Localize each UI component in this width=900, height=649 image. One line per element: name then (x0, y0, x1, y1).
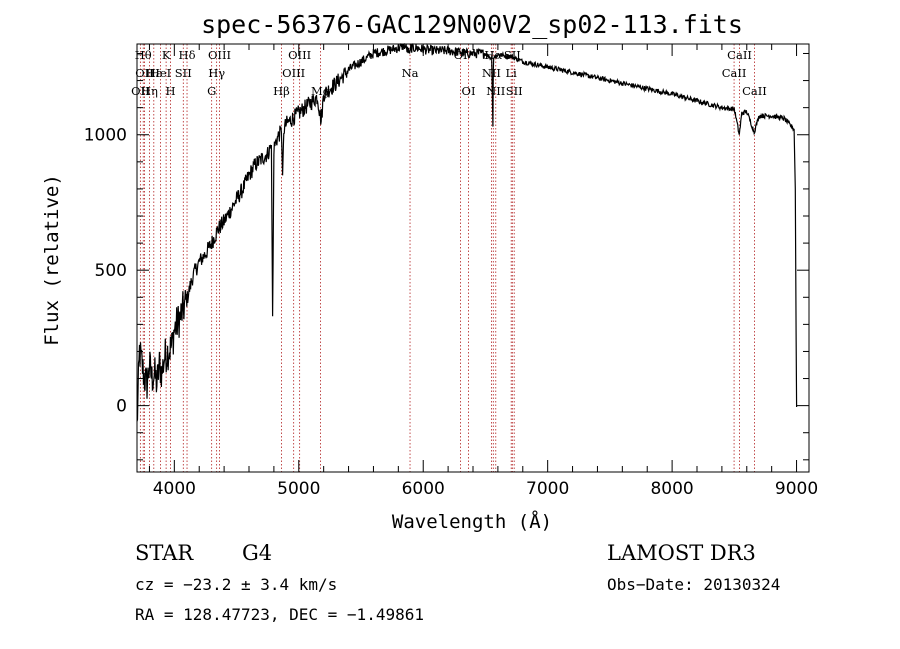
plot-frame (136, 43, 810, 473)
object-class: STAR (135, 541, 194, 565)
y-tick-label-2: 1000 (84, 126, 127, 146)
line-marker-label-4: Hε (146, 66, 162, 80)
line-marker-label-2: OII (135, 66, 154, 80)
line-marker-label-11: Hγ (208, 66, 225, 80)
line-labels: OIIHθOIIHηHεHeIKHSIIHδGHγOIIIHβOIIIOIIIM… (131, 48, 767, 98)
line-marker-label-7: H (165, 84, 175, 98)
line-marker-label-8: SII (175, 66, 192, 80)
x-tick-label-1: 5000 (277, 479, 320, 499)
x-tick-label-2: 6000 (402, 479, 445, 499)
y-axis-title: Flux (relative) (41, 174, 63, 346)
line-marker-label-25: SII (506, 84, 523, 98)
line-marker-label-6: K (162, 48, 171, 62)
x-tick-label-4: 8000 (650, 479, 693, 499)
survey-name: LAMOST DR3 (607, 541, 756, 565)
line-marker-label-17: Na (402, 66, 419, 80)
redshift-text: cz = −23.2 ± 3.4 km/s (135, 575, 337, 594)
line-marker-label-12: OIII (208, 48, 231, 62)
line-marker-label-5: HeI (150, 66, 171, 80)
spectrum-series-line (136, 43, 798, 422)
x-tick-label-0: 4000 (153, 479, 196, 499)
x-axis: 4000 5000 6000 7000 8000 9000 (148, 44, 818, 499)
line-marker-label-22: NII (486, 84, 505, 98)
x-tick-label-3: 7000 (526, 479, 569, 499)
info-panel: STAR G4 LAMOST DR3 cz = −23.2 ± 3.4 km/s… (135, 541, 780, 624)
y-axis: 0 500 1000 (84, 52, 809, 461)
line-marker-label-3: Hη (141, 84, 158, 98)
x-tick-label-5: 9000 (775, 479, 818, 499)
coords-text: RA = 128.47723, DEC = −1.49861 (135, 605, 424, 624)
line-marker-label-28: CaII (742, 84, 767, 98)
line-marker-label-26: CaII (722, 66, 747, 80)
chart-title: spec-56376-GAC129N00V2_sp02-113.fits (201, 10, 743, 39)
line-marker-label-9: Hδ (179, 48, 196, 62)
obs-date-text: Obs−Date: 20130324 (607, 575, 780, 594)
line-marker-label-1: Hθ (135, 48, 152, 62)
line-marker-label-0: OII (131, 84, 150, 98)
object-subclass: G4 (242, 541, 272, 565)
line-marker-label-13: Hβ (273, 84, 290, 98)
x-axis-title: Wavelength (Å) (392, 510, 552, 533)
y-tick-label-0: 0 (116, 397, 127, 417)
line-marker-label-15: OIII (288, 48, 311, 62)
y-tick-label-1: 500 (95, 261, 127, 281)
line-marker-label-10: G (207, 84, 216, 98)
line-marker-label-21: Hα (484, 48, 502, 62)
line-marker-label-14: OIII (282, 66, 305, 80)
line-marker-label-27: CaII (727, 48, 752, 62)
line-marker-label-23: Li (506, 66, 518, 80)
line-marker-label-19: OI (462, 84, 476, 98)
line-markers (139, 44, 755, 472)
